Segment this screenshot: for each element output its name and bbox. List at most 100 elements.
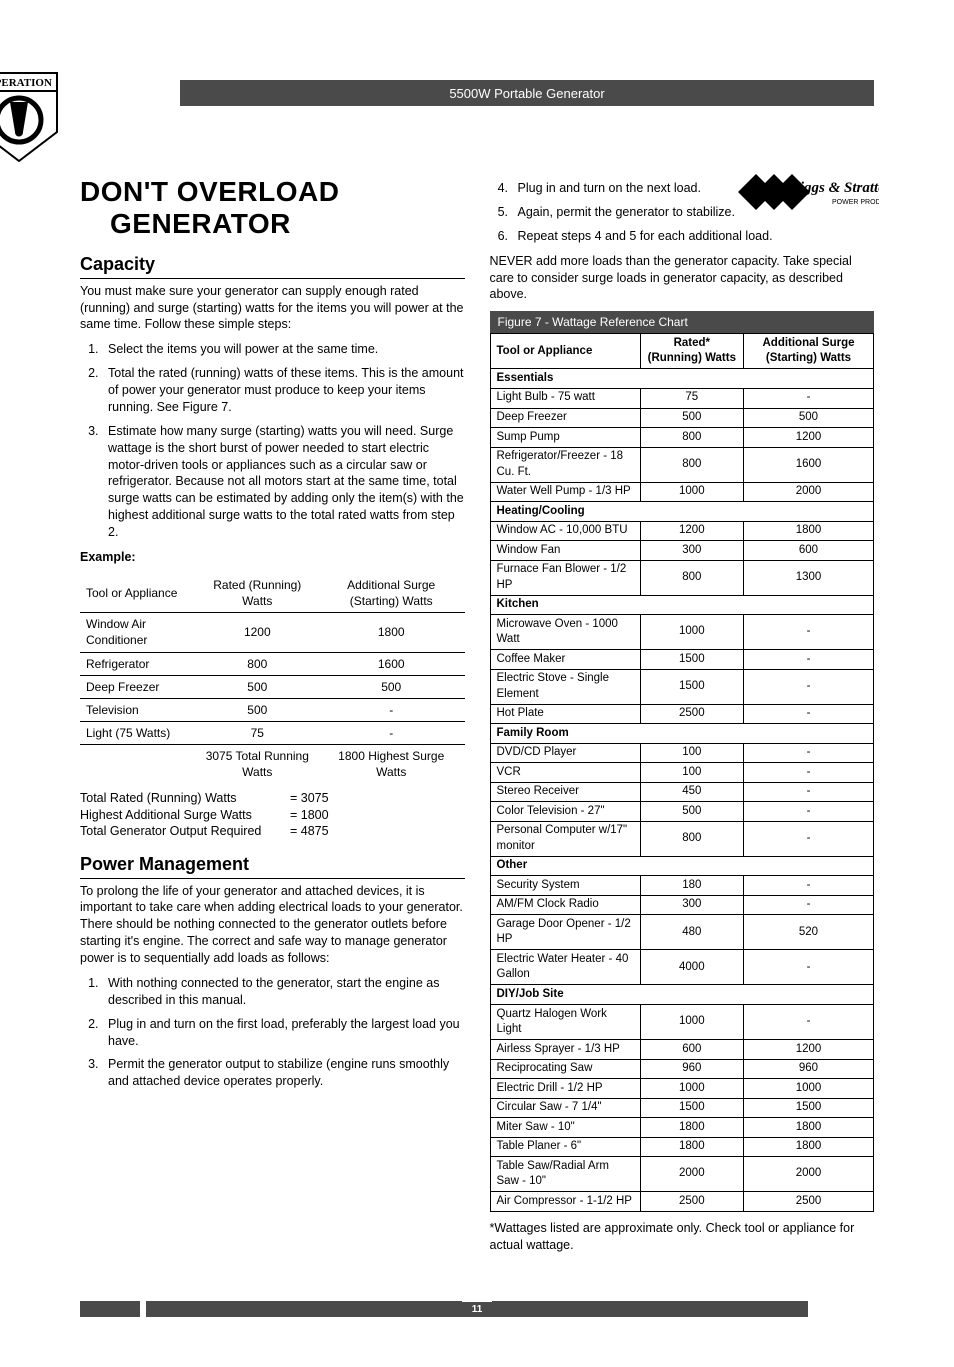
brand-logo-icon: Briggs & Stratton POWER PRODUCTS xyxy=(734,170,879,225)
table-cell: 100 xyxy=(640,743,743,763)
table-header: Rated* (Running) Watts xyxy=(640,334,743,369)
table-cell: 800 xyxy=(640,447,743,482)
table-cell: VCR xyxy=(490,763,640,783)
page-number: 11 xyxy=(462,1302,493,1317)
table-cell: - xyxy=(743,388,873,408)
section-header: Heating/Cooling xyxy=(490,502,874,522)
table-cell: 500 xyxy=(640,408,743,428)
table-cell: 1500 xyxy=(640,669,743,704)
section-header: Essentials xyxy=(490,369,874,389)
table-cell: Television xyxy=(80,698,197,721)
totals-block: Total Rated (Running) Watts= 3075Highest… xyxy=(80,790,465,841)
svg-text:OPERATION: OPERATION xyxy=(0,77,52,89)
table-cell: - xyxy=(743,950,873,985)
table-cell: Sump Pump xyxy=(490,428,640,448)
table-header: Tool or Appliance xyxy=(490,334,640,369)
table-cell: Coffee Maker xyxy=(490,650,640,670)
table-cell: - xyxy=(743,895,873,915)
section-header: Kitchen xyxy=(490,595,874,615)
example-label: Example: xyxy=(80,549,465,566)
table-cell: Microwave Oven - 1000 Watt xyxy=(490,615,640,650)
wattage-table: Tool or ApplianceRated* (Running) Watts A… xyxy=(490,333,875,1211)
table-cell: - xyxy=(318,698,465,721)
table-cell: - xyxy=(743,802,873,822)
list-item: Plug in and turn on the first load, pref… xyxy=(102,1016,465,1050)
left-column: DON'T OVERLOAD GENERATOR Capacity You mu… xyxy=(80,176,465,1261)
table-cell: 1000 xyxy=(640,1079,743,1099)
table-cell: 480 xyxy=(640,915,743,950)
table-cell: 2000 xyxy=(743,1157,873,1192)
table-cell: Deep Freezer xyxy=(490,408,640,428)
table-cell: 1500 xyxy=(743,1098,873,1118)
operation-badge-icon: OPERATION xyxy=(0,72,58,162)
table-cell: 2500 xyxy=(743,1192,873,1212)
capacity-steps: Select the items you will power at the s… xyxy=(80,341,465,541)
list-item: Estimate how many surge (starting) watts… xyxy=(102,423,465,541)
table-cell: 3075 Total Running Watts xyxy=(197,745,318,784)
table-cell: 1800 xyxy=(743,1118,873,1138)
right-column: Plug in and turn on the next load.Again,… xyxy=(490,176,875,1261)
table-cell: - xyxy=(743,743,873,763)
table-cell: 800 xyxy=(640,560,743,595)
table-cell: Light Bulb - 75 watt xyxy=(490,388,640,408)
table-cell: 500 xyxy=(197,675,318,698)
table-cell: Electric Water Heater - 40 Gallon xyxy=(490,950,640,985)
table-header: Rated (Running) Watts xyxy=(197,574,318,613)
table-cell: Hot Plate xyxy=(490,704,640,724)
table-cell: - xyxy=(743,704,873,724)
table-cell: Window AC - 10,000 BTU xyxy=(490,521,640,541)
total-label: Total Generator Output Required xyxy=(80,823,290,840)
table-cell: Garage Door Opener - 1/2 HP xyxy=(490,915,640,950)
never-paragraph: NEVER add more loads than the generator … xyxy=(490,253,875,304)
table-cell: Deep Freezer xyxy=(80,675,197,698)
table-cell: 450 xyxy=(640,782,743,802)
table-cell: Air Compressor - 1-1/2 HP xyxy=(490,1192,640,1212)
total-value: = 4875 xyxy=(290,823,329,840)
table-cell: 180 xyxy=(640,876,743,896)
pm-intro: To prolong the life of your generator an… xyxy=(80,883,465,967)
table-cell: 1200 xyxy=(197,613,318,652)
table-cell: 1800 xyxy=(743,1137,873,1157)
table-cell: 600 xyxy=(640,1040,743,1060)
pm-steps: With nothing connected to the generator,… xyxy=(80,975,465,1090)
header-bar: 5500W Portable Generator xyxy=(180,80,874,106)
table-cell: 1800 xyxy=(743,521,873,541)
table-cell: 500 xyxy=(318,675,465,698)
table-cell: Circular Saw - 7 1/4" xyxy=(490,1098,640,1118)
table-cell: 600 xyxy=(743,541,873,561)
total-value: = 1800 xyxy=(290,807,329,824)
table-cell: 1500 xyxy=(640,650,743,670)
table-header: Additional Surge (Starting) Watts xyxy=(318,574,465,613)
table-cell: - xyxy=(743,615,873,650)
table-cell xyxy=(80,745,197,784)
capacity-intro: You must make sure your generator can su… xyxy=(80,283,465,334)
example-table: Tool or ApplianceRated (Running) WattsAd… xyxy=(80,574,465,784)
table-cell: - xyxy=(743,1005,873,1040)
section-header: DIY/Job Site xyxy=(490,985,874,1005)
svg-text:POWER PRODUCTS: POWER PRODUCTS xyxy=(832,199,879,206)
table-cell: - xyxy=(743,650,873,670)
table-cell: 1500 xyxy=(640,1098,743,1118)
table-cell: Light (75 Watts) xyxy=(80,722,197,745)
table-cell: 1300 xyxy=(743,560,873,595)
table-cell: 1000 xyxy=(640,482,743,502)
table-cell: Reciprocating Saw xyxy=(490,1059,640,1079)
table-cell: Table Saw/Radial Arm Saw - 10" xyxy=(490,1157,640,1192)
table-cell: Color Television - 27" xyxy=(490,802,640,822)
table-cell: 1200 xyxy=(640,521,743,541)
table-cell: 520 xyxy=(743,915,873,950)
table-cell: 1800 xyxy=(640,1118,743,1138)
table-cell: Stereo Receiver xyxy=(490,782,640,802)
table-cell: 500 xyxy=(640,802,743,822)
table-cell: 1800 xyxy=(640,1137,743,1157)
section-header: Other xyxy=(490,856,874,876)
table-cell: 75 xyxy=(640,388,743,408)
table-cell: 1600 xyxy=(743,447,873,482)
table-cell: 2500 xyxy=(640,704,743,724)
total-label: Highest Additional Surge Watts xyxy=(80,807,290,824)
table-cell: Refrigerator xyxy=(80,652,197,675)
list-item: Repeat steps 4 and 5 for each additional… xyxy=(512,228,875,245)
table-cell: 75 xyxy=(197,722,318,745)
svg-text:Briggs & Stratton: Briggs & Stratton xyxy=(783,180,879,196)
table-cell: Security System xyxy=(490,876,640,896)
